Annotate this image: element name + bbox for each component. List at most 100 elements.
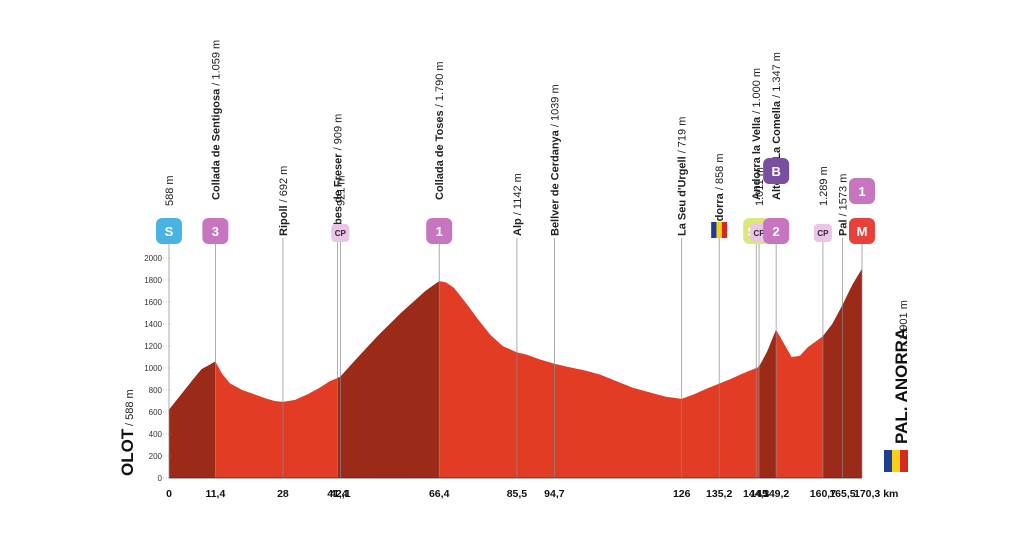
y-tick-label: 1400 bbox=[144, 320, 162, 329]
finish-flag-stripe bbox=[900, 450, 908, 472]
waypoint-altitude: / 692 m bbox=[278, 166, 290, 206]
waypoint-altitude: 588 m bbox=[164, 175, 176, 206]
x-tick-label: 126 bbox=[673, 488, 691, 500]
waypoint-label: Bellver de Cerdanya / 1039 m bbox=[549, 84, 561, 236]
badge-1 bbox=[426, 218, 453, 244]
badge-secondary bbox=[849, 178, 875, 204]
badge-3 bbox=[202, 218, 229, 244]
waypoint-altitude: / 858 m bbox=[714, 153, 726, 193]
waypoint-altitude: / 1.000 m bbox=[751, 68, 763, 117]
x-tick-label: 41,4 bbox=[327, 488, 348, 500]
waypoint-label: Ripoll / 692 m bbox=[278, 166, 290, 236]
x-tick-label: 42,1 bbox=[330, 488, 351, 500]
badge-label: 2 bbox=[773, 224, 780, 239]
badge-label: M bbox=[857, 224, 868, 239]
waypoint-name: Collada de Toses bbox=[434, 110, 446, 200]
x-tick-label: 160,7 bbox=[810, 488, 836, 500]
climb-segment bbox=[759, 329, 777, 478]
climb-segment bbox=[169, 361, 216, 478]
y-tick-label: 600 bbox=[149, 408, 163, 417]
x-tick-label: 94,7 bbox=[544, 488, 565, 500]
badge-label: S bbox=[165, 224, 174, 239]
x-tick-label: 66,4 bbox=[429, 488, 450, 500]
y-tick-label: 1200 bbox=[144, 342, 162, 351]
badge-secondary bbox=[763, 158, 790, 184]
x-tick-label: 165,5 bbox=[829, 488, 855, 500]
waypoint-labels-layer: 588 m Collada de Sentigosa / 1.059 m Ripol… bbox=[164, 40, 849, 236]
climb-segment bbox=[337, 281, 440, 478]
x-tick-label: 0 bbox=[166, 488, 172, 500]
waypoint-altitude: 1.289 m bbox=[818, 166, 830, 206]
y-tick-label: 2000 bbox=[144, 254, 162, 263]
badge-label: CP bbox=[817, 229, 829, 238]
waypoint-altitude: / 719 m bbox=[677, 117, 689, 157]
badge-s bbox=[156, 218, 182, 244]
waypoint-label: Collada de Sentigosa / 1.059 m bbox=[210, 40, 222, 200]
badge-label: 3 bbox=[212, 224, 219, 239]
waypoint-altitude: / 1039 m bbox=[549, 84, 561, 130]
waypoint-altitude: / 1142 m bbox=[512, 173, 524, 218]
x-tick-label: 170,3 km bbox=[854, 488, 898, 500]
finish-altitude-label: / 1.901 m bbox=[898, 300, 910, 346]
waypoint-altitude: / 909 m bbox=[332, 114, 344, 154]
waypoint-altitude: / 1.059 m bbox=[210, 40, 222, 89]
waypoint-label: Alp / 1142 m bbox=[512, 173, 524, 236]
waypoint-label: La Seu d'Urgell / 719 m bbox=[677, 117, 689, 236]
badge-label: CP bbox=[335, 229, 347, 238]
badge-label: CP bbox=[753, 229, 765, 238]
waypoint-altitude: 1.011 m bbox=[754, 167, 766, 206]
y-tick-label: 0 bbox=[158, 474, 163, 483]
waypoint-name: Bellver de Cerdanya bbox=[549, 129, 561, 236]
finish-town-label: PAL. ANORRA bbox=[892, 328, 911, 444]
y-tick-label: 200 bbox=[149, 452, 163, 461]
x-tick-label: 149,2 bbox=[763, 488, 789, 500]
y-tick-label: 400 bbox=[149, 430, 163, 439]
waypoint-name: Alto de La Comella bbox=[771, 100, 783, 200]
flag-andorra-stripe bbox=[711, 222, 717, 238]
finish-flag-stripe bbox=[884, 450, 892, 472]
waypoint-label: Ribes de Freser / 909 m bbox=[332, 114, 344, 236]
waypoint-label: Collada de Toses / 1.790 m bbox=[434, 61, 446, 200]
waypoint-altitude: / 1573 m bbox=[837, 174, 849, 220]
waypoint-altitude: 921 m bbox=[335, 175, 347, 206]
waypoint-label: Andorra la Vella / 1.000 m bbox=[751, 68, 763, 200]
y-tick-label: 1600 bbox=[144, 298, 162, 307]
waypoint-name: Pal bbox=[837, 219, 849, 236]
flag-andorra-stripe bbox=[716, 222, 722, 238]
x-tick-label: 135,2 bbox=[706, 488, 732, 500]
x-tick-label: 28 bbox=[277, 488, 289, 500]
waypoint-altitude: / 1.347 m bbox=[771, 52, 783, 101]
y-tick-label: 1000 bbox=[144, 364, 162, 373]
waypoint-label: Pal / 1573 m bbox=[837, 174, 849, 236]
waypoint-name: Andorra la Vella bbox=[751, 116, 763, 200]
finish-flag-stripe bbox=[892, 450, 900, 472]
y-tick-label: 1800 bbox=[144, 276, 162, 285]
badge-2 bbox=[763, 218, 790, 244]
badge-cp bbox=[331, 224, 350, 242]
flag-andorra-stripe bbox=[721, 222, 728, 238]
waypoint-name: La Seu d'Urgell bbox=[677, 156, 689, 236]
start-altitude-label: / 588 m bbox=[124, 389, 136, 426]
waypoint-name: Alp bbox=[512, 218, 524, 236]
badge-secondary-label: B bbox=[771, 164, 780, 179]
profile-fill-layer bbox=[169, 268, 862, 478]
badge-secondary-label: 1 bbox=[858, 184, 865, 199]
badge-cp bbox=[813, 224, 832, 242]
x-tick-label: 145 bbox=[750, 488, 768, 500]
x-tick-label: 85,5 bbox=[507, 488, 528, 500]
waypoint-altitude: / 1.790 m bbox=[434, 61, 446, 110]
badge-label: 1 bbox=[436, 224, 443, 239]
x-tick-label: 144,3 bbox=[743, 488, 769, 500]
profile-area bbox=[169, 268, 862, 478]
badges-layer: S3CP1SPCP2BCPM1 bbox=[156, 158, 908, 472]
x-tick-label: 11,4 bbox=[205, 488, 225, 500]
axes-layer: 0 200 400 600 800 1000 1200 1400 1600 1800 2000 0 11… bbox=[144, 254, 898, 500]
badge-m bbox=[849, 218, 875, 244]
waypoint-name: Ribes de Freser bbox=[332, 153, 344, 236]
y-tick-label: 800 bbox=[149, 386, 163, 395]
start-town-label: OLOT bbox=[118, 428, 137, 476]
waypoint-name: Ripoll bbox=[278, 205, 290, 236]
waypoint-lines-layer bbox=[168, 238, 863, 478]
waypoint-name: Collada de Sentigosa bbox=[210, 88, 222, 200]
